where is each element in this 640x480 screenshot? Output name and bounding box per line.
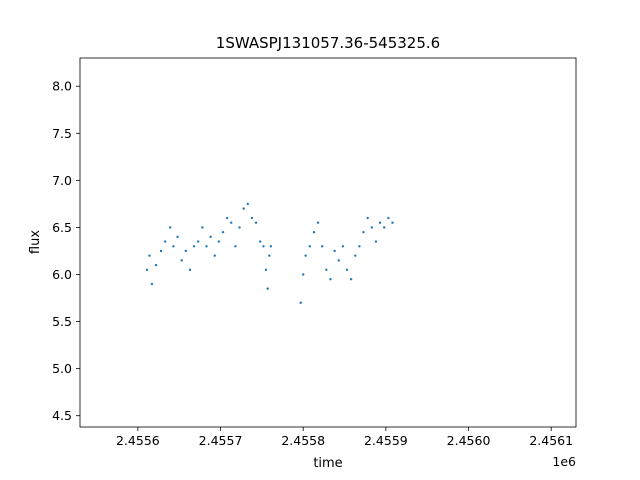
data-point — [246, 202, 250, 206]
chart-title: 1SWASPJ131057.36-545325.6 — [216, 34, 440, 52]
data-point — [172, 245, 175, 248]
data-point — [242, 207, 245, 210]
data-point — [238, 226, 241, 229]
y-tick-label: 4.5 — [52, 408, 72, 423]
data-point — [150, 282, 154, 286]
y-axis-label: flux — [28, 230, 43, 254]
data-point — [159, 249, 163, 253]
data-point — [268, 254, 271, 257]
data-point — [217, 240, 221, 243]
data-point — [201, 226, 204, 229]
data-point — [387, 216, 390, 220]
data-point — [378, 221, 382, 224]
data-point — [333, 249, 336, 253]
data-point — [370, 226, 374, 229]
data-point — [299, 301, 302, 304]
data-point — [302, 273, 305, 276]
y-tick-label: 7.0 — [52, 173, 72, 188]
data-point — [209, 235, 212, 239]
data-point — [188, 268, 192, 271]
data-point — [383, 226, 386, 229]
x-tick-label: 2.4561 — [529, 433, 573, 448]
data-point — [341, 245, 345, 248]
data-point — [269, 245, 273, 248]
y-tick-label: 6.5 — [52, 220, 72, 235]
data-point — [213, 254, 216, 257]
data-point — [337, 259, 340, 262]
y-tick-label: 8.0 — [52, 79, 72, 94]
data-point — [304, 254, 307, 257]
data-point — [391, 221, 394, 224]
data-point — [259, 240, 262, 243]
data-point — [266, 287, 269, 290]
data-point — [308, 245, 312, 248]
data-point — [345, 268, 349, 271]
data-point — [254, 221, 258, 224]
x-offset-label: 1e6 — [552, 454, 576, 469]
data-point — [163, 240, 167, 243]
data-point — [366, 216, 369, 220]
data-point — [221, 230, 225, 234]
y-axis: 4.5 5.0 5.5 6.0 6.5 7.0 7.5 8.0 — [52, 79, 80, 423]
x-tick-label: 2.4560 — [447, 433, 491, 448]
data-point — [148, 254, 151, 257]
data-point — [197, 240, 200, 243]
data-point — [262, 245, 265, 248]
y-tick-label: 6.0 — [52, 267, 72, 282]
data-point — [316, 221, 320, 224]
data-point — [374, 240, 378, 243]
y-tick-label: 5.5 — [52, 314, 72, 329]
x-tick-label: 2.4557 — [199, 433, 243, 448]
data-point — [205, 245, 208, 248]
data-point — [225, 216, 229, 220]
data-points — [145, 202, 394, 304]
data-point — [250, 216, 254, 220]
data-point — [154, 263, 158, 267]
data-point — [180, 259, 183, 262]
plot-frame — [79, 57, 577, 428]
data-point — [176, 235, 179, 239]
data-point — [230, 221, 233, 224]
data-point — [349, 278, 353, 281]
y-tick-label: 5.0 — [52, 361, 72, 376]
x-tick-label: 2.4556 — [116, 433, 160, 448]
data-point — [168, 226, 172, 229]
data-point — [192, 245, 196, 248]
x-tick-label: 2.4559 — [364, 433, 408, 448]
x-tick-label: 2.4558 — [281, 433, 325, 448]
data-point — [354, 254, 357, 257]
data-point — [321, 245, 324, 248]
x-axis-label: time — [313, 456, 342, 471]
data-point — [325, 268, 328, 271]
x-axis: 2.4556 2.4557 2.4558 2.4559 2.4560 2.4561 — [116, 427, 573, 448]
data-point — [264, 268, 268, 271]
data-point — [312, 230, 316, 234]
data-point — [358, 245, 361, 248]
data-point — [184, 249, 188, 253]
data-point — [362, 230, 365, 234]
y-tick-label: 7.5 — [52, 126, 72, 141]
data-point — [329, 278, 332, 281]
data-point — [145, 268, 149, 271]
data-point — [234, 245, 237, 248]
